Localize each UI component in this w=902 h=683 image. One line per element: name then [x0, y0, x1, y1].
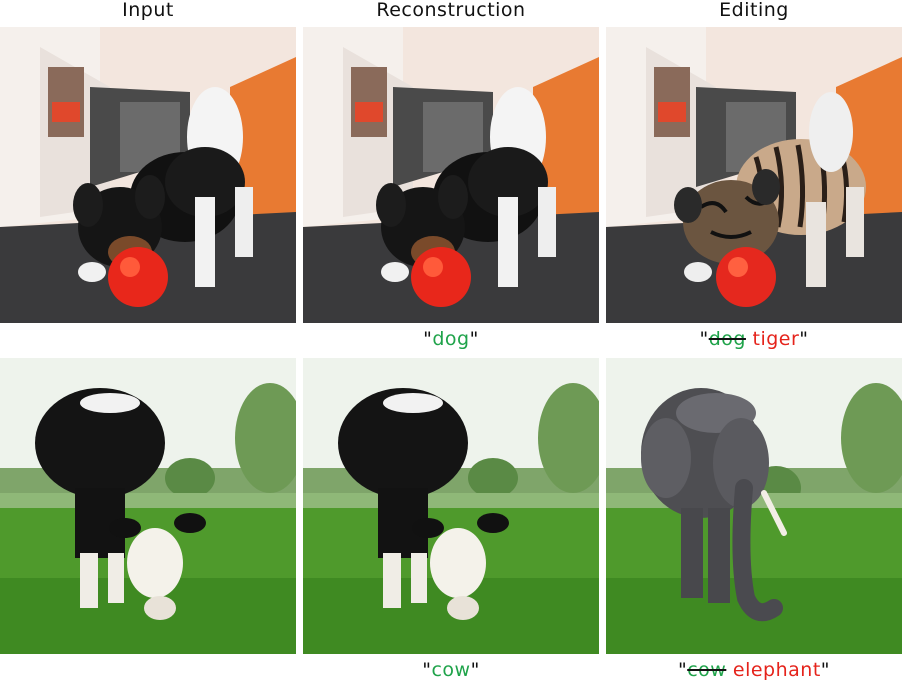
cow-editing-caption: "cow elephant": [606, 657, 902, 683]
cow-reconstruction-caption: "cow": [303, 657, 599, 683]
caption-quote-close: ": [470, 659, 480, 681]
tiger-edited-image: [606, 27, 902, 323]
caption-struck-source-word: dog: [708, 328, 746, 350]
dog-reconstruction-caption: "dog": [303, 326, 599, 352]
caption-quote-open: ": [423, 328, 433, 350]
caption-source-word: dog: [432, 328, 470, 350]
tiger-edited-illustration: [606, 27, 902, 323]
caption-quote-close: ": [820, 659, 831, 681]
header-editing: Editing: [719, 0, 789, 21]
caption-target-word: elephant: [732, 659, 821, 681]
cow-reconstruction-image: [303, 358, 599, 654]
caption-quote-open: ": [677, 659, 688, 681]
cow-input-image: [0, 358, 296, 654]
dog-editing-caption: "dog tiger": [606, 326, 902, 352]
caption-source-word: cow: [431, 659, 471, 681]
caption-target-word: tiger: [752, 328, 800, 350]
dog-input-illustration: [0, 27, 296, 323]
header-reconstruction: Reconstruction: [376, 0, 526, 21]
caption-quote-open: ": [422, 659, 432, 681]
cow-reconstruction-illustration: [303, 358, 599, 654]
dog-input-image: [0, 27, 296, 323]
cow-input-illustration: [0, 358, 296, 654]
elephant-edited-image: [606, 358, 902, 654]
caption-struck-source-word: cow: [687, 659, 727, 681]
caption-quote-close: ": [469, 328, 479, 350]
elephant-edited-illustration: [606, 358, 902, 654]
caption-quote-open: ": [699, 328, 709, 350]
caption-quote-close: ": [799, 328, 809, 350]
header-input: Input: [122, 0, 174, 21]
dog-reconstruction-image: [303, 27, 599, 323]
dog-reconstruction-illustration: [303, 27, 599, 323]
